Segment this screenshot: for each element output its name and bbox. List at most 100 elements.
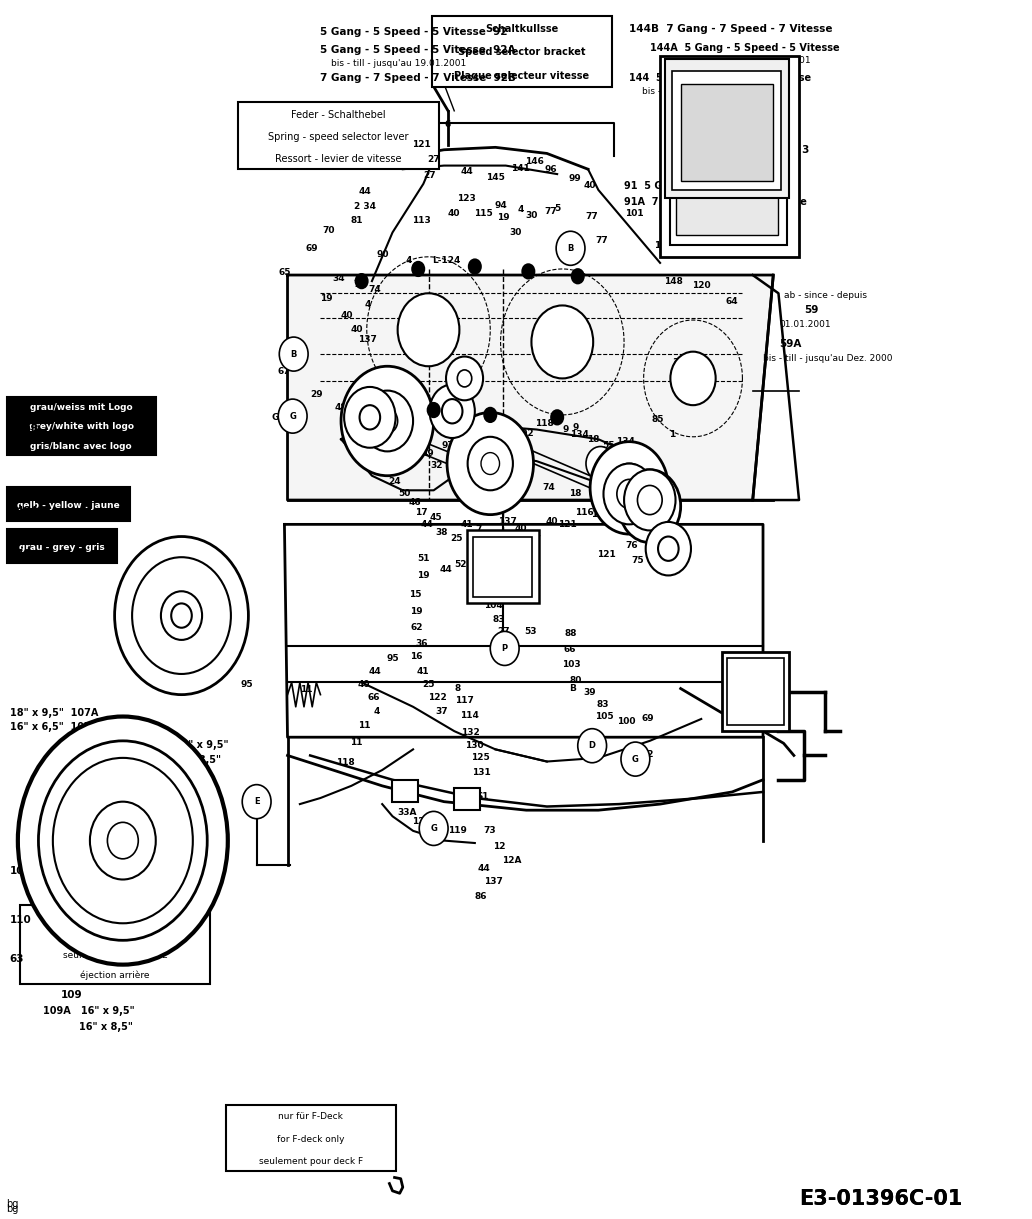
Text: 144  5 Gang - 5 Speed - 5 Vitesse: 144 5 Gang - 5 Speed - 5 Vitesse	[630, 73, 811, 83]
Bar	[681, 84, 773, 182]
Circle shape	[572, 269, 584, 284]
Text: 137: 137	[358, 335, 378, 344]
Text: 121: 121	[598, 550, 616, 560]
Text: 127: 127	[412, 817, 430, 825]
Text: 46: 46	[409, 499, 421, 507]
Text: 40: 40	[546, 517, 558, 527]
Text: 4: 4	[374, 707, 380, 717]
Bar	[466, 530, 539, 603]
Text: 82: 82	[642, 750, 654, 758]
Text: 27: 27	[497, 627, 510, 636]
Text: 121: 121	[412, 140, 430, 150]
Text: for E-RearDischarge only: for E-RearDischarge only	[59, 931, 171, 940]
Text: 7 Gang - 7 Speed - 7 Vitesse  92B: 7 Gang - 7 Speed - 7 Vitesse 92B	[321, 73, 516, 83]
Text: 55: 55	[489, 457, 502, 466]
Circle shape	[107, 823, 138, 859]
Text: 47: 47	[411, 438, 423, 446]
Text: 117: 117	[455, 696, 474, 706]
Circle shape	[279, 399, 308, 433]
Text: 39: 39	[584, 688, 596, 697]
Text: 74: 74	[528, 529, 541, 539]
Text: 20: 20	[372, 419, 384, 428]
Text: 137: 137	[484, 878, 503, 886]
Text: 10  Style 0, 1, 3: 10 Style 0, 1, 3	[716, 145, 809, 155]
Circle shape	[361, 390, 413, 451]
Text: 61: 61	[477, 792, 489, 801]
Text: 122: 122	[428, 692, 447, 702]
Text: 77: 77	[545, 207, 557, 216]
Text: G: G	[289, 412, 296, 421]
Text: 53: 53	[524, 627, 537, 636]
Circle shape	[624, 469, 676, 530]
Text: 40: 40	[584, 180, 596, 189]
Text: 20: 20	[388, 432, 400, 440]
Text: L-124: L-124	[431, 256, 460, 265]
Text: 77: 77	[595, 236, 608, 245]
Text: seulement pour deck F: seulement pour deck F	[259, 1157, 362, 1165]
Text: B: B	[575, 243, 581, 251]
Text: nur für E-Heckausrwurf: nur für E-Heckausrwurf	[63, 912, 167, 920]
Text: Feder - Schalthebel: Feder - Schalthebel	[291, 110, 386, 119]
Text: 130: 130	[465, 741, 484, 750]
Text: 11: 11	[299, 685, 313, 695]
Text: 48: 48	[367, 412, 380, 421]
Text: 44: 44	[368, 667, 382, 677]
Text: G: G	[630, 757, 637, 766]
Text: 115: 115	[474, 208, 492, 217]
Text: 7: 7	[476, 524, 482, 534]
Text: E: E	[254, 797, 259, 806]
Text: 55: 55	[603, 441, 615, 450]
Text: 27: 27	[423, 171, 436, 180]
Text: G: G	[632, 755, 639, 763]
Text: 97: 97	[448, 417, 460, 425]
Text: 66: 66	[563, 645, 576, 655]
Text: 16" x 8,5": 16" x 8,5"	[78, 1022, 132, 1031]
Circle shape	[38, 741, 207, 940]
Text: 3: 3	[673, 358, 679, 367]
Text: 70: 70	[322, 226, 335, 234]
Text: B: B	[570, 684, 576, 694]
Text: 104: 104	[484, 601, 503, 611]
Circle shape	[586, 446, 615, 480]
Text: 41: 41	[417, 667, 429, 677]
Bar	[238, 102, 439, 169]
Text: 126: 126	[591, 510, 610, 519]
Text: 5 Gang - 5 Speed - 5 Vitesse  92A: 5 Gang - 5 Speed - 5 Vitesse 92A	[321, 45, 516, 55]
Text: 105: 105	[595, 712, 614, 720]
Text: 116: 116	[575, 507, 593, 517]
Text: 40: 40	[508, 496, 520, 505]
Bar	[660, 56, 799, 257]
Text: seit - since - depuis 20.01.2001: seit - since - depuis 20.01.2001	[669, 56, 811, 66]
Bar	[727, 658, 783, 725]
Circle shape	[161, 591, 202, 640]
Text: 38: 38	[436, 528, 448, 538]
Text: 86: 86	[475, 892, 487, 901]
Text: gris/blanc avec logo: gris/blanc avec logo	[30, 441, 132, 451]
Text: 118: 118	[335, 758, 355, 767]
Circle shape	[484, 407, 496, 422]
Text: 125: 125	[471, 753, 489, 762]
Circle shape	[658, 536, 679, 561]
Text: 119: 119	[448, 826, 466, 835]
Text: 40: 40	[357, 680, 369, 690]
Circle shape	[490, 631, 519, 666]
Text: E: E	[250, 800, 256, 808]
Circle shape	[412, 262, 424, 277]
Text: éjection arrière: éjection arrière	[80, 970, 150, 980]
Text: 41: 41	[460, 519, 473, 529]
Text: grau/weiss mit Logo: grau/weiss mit Logo	[30, 402, 132, 412]
Text: 145: 145	[486, 173, 505, 183]
Text: 25: 25	[450, 534, 462, 544]
Text: 36: 36	[415, 639, 427, 649]
Circle shape	[132, 557, 231, 674]
Text: 96: 96	[545, 165, 557, 174]
Text: 118: 118	[536, 419, 554, 428]
Text: 108  16" x 8,5": 108 16" x 8,5"	[140, 756, 221, 766]
Circle shape	[634, 486, 667, 525]
Text: 85: 85	[652, 416, 665, 424]
Circle shape	[359, 405, 380, 429]
Circle shape	[442, 399, 462, 423]
Text: 144B  7 Gang - 7 Speed - 7 Vitesse: 144B 7 Gang - 7 Speed - 7 Vitesse	[630, 24, 833, 34]
Text: for F-deck only: for F-deck only	[277, 1135, 345, 1143]
Text: B: B	[568, 244, 574, 252]
